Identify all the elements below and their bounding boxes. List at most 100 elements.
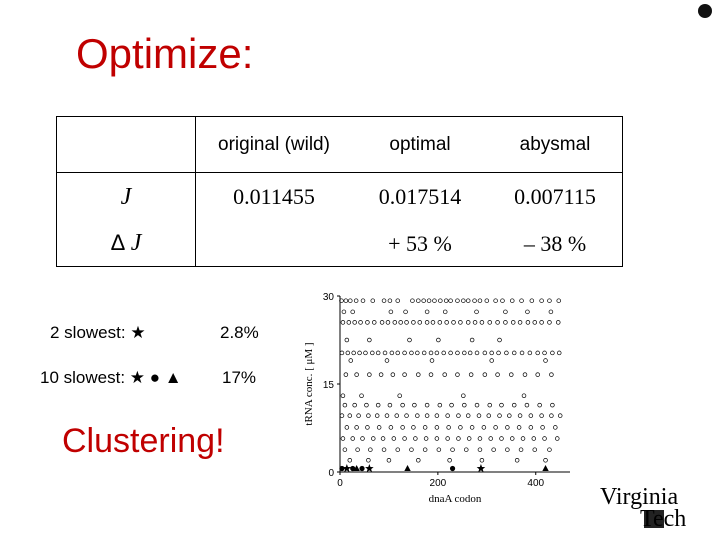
data-point-circle [363, 350, 368, 356]
data-point-circle [388, 425, 394, 430]
data-point-circle [384, 413, 390, 418]
y-axis-label: tRNA conc. [ μM ] [303, 342, 315, 425]
data-point-circle [509, 372, 514, 377]
data-point-circle [340, 436, 346, 441]
data-point-circle [535, 350, 540, 356]
data-point-circle [380, 436, 386, 441]
data-point-circle [370, 350, 375, 356]
row-delta-j-abysmal: – 38 % [488, 221, 623, 267]
data-point-circle [535, 372, 540, 377]
data-point-circle [424, 320, 430, 325]
data-point-circle [525, 320, 531, 325]
data-point-circle [436, 337, 441, 343]
data-point-circle [409, 447, 414, 452]
j-symbol: J [120, 183, 132, 210]
data-point-circle [456, 436, 461, 441]
data-point-circle [437, 402, 443, 408]
data-point-circle [549, 372, 554, 377]
data-point-circle [352, 320, 357, 325]
data-point-circle [350, 436, 355, 441]
data-point-circle [375, 402, 381, 408]
data-point-circle [359, 393, 364, 398]
data-point-circle [550, 350, 555, 356]
data-point-circle [443, 298, 449, 303]
data-point-circle [539, 413, 544, 418]
data-point-circle [354, 372, 359, 377]
data-point-circle [416, 458, 421, 463]
data-point-circle [404, 320, 409, 325]
data-point-circle [497, 413, 502, 418]
data-point-circle [432, 298, 437, 303]
data-point-circle [462, 350, 467, 356]
data-point-circle [462, 402, 467, 408]
data-point-circle [348, 358, 354, 363]
data-point-circle [461, 298, 466, 303]
data-point-circle [464, 447, 469, 452]
data-point-triangle [404, 464, 411, 471]
data-point-circle [491, 447, 496, 452]
data-point-circle [469, 425, 475, 430]
data-point-circle [345, 350, 351, 356]
data-point-circle [522, 372, 528, 377]
data-point-circle [356, 413, 361, 418]
data-point-circle [510, 320, 516, 325]
data-point-circle [416, 372, 421, 377]
data-point-circle [468, 372, 474, 377]
data-point-circle [441, 350, 446, 356]
data-point-circle [448, 298, 453, 303]
data-point-circle [343, 372, 349, 377]
data-point-circle [391, 436, 397, 441]
data-point-circle [451, 320, 456, 325]
data-point-circle [455, 350, 460, 356]
data-point-circle [528, 425, 534, 430]
data-point-circle [458, 320, 463, 325]
table-header-row: original (wild) optimal abysmal [56, 116, 623, 173]
data-point-circle [446, 425, 451, 430]
data-point-circle [556, 298, 561, 303]
data-point-circle [529, 298, 535, 303]
data-point-circle [360, 436, 365, 441]
data-point-circle [510, 298, 515, 303]
data-point-circle [511, 402, 517, 408]
data-point-circle [531, 436, 537, 441]
data-point-circle [342, 402, 348, 408]
marker-icons: ★ ● ▲ [129, 368, 182, 387]
header-abysmal: abysmal [488, 116, 623, 173]
data-point-triangle [542, 464, 549, 471]
data-point-circle [556, 320, 561, 325]
data-point-circle [472, 320, 478, 325]
data-point-circle [514, 458, 520, 463]
header-optimal: optimal [352, 116, 488, 173]
data-point-circle [550, 402, 555, 408]
data-point-circle [547, 320, 552, 325]
data-point-circle [488, 436, 493, 441]
data-point-circle [350, 309, 355, 315]
data-point-circle [503, 320, 508, 325]
data-point-circle [436, 447, 442, 452]
data-point-circle [474, 350, 480, 356]
data-point-circle [445, 436, 450, 441]
data-point-circle [543, 358, 548, 363]
data-point-circle [417, 320, 423, 325]
data-point-circle [557, 413, 563, 418]
slowest-10-text: 10 slowest: [40, 368, 126, 387]
data-point-circle [477, 298, 483, 303]
logo-mark-icon [644, 510, 664, 528]
row-j-abysmal: 0.007115 [488, 172, 623, 221]
data-point-circle [434, 425, 440, 430]
data-point-circle [448, 350, 453, 356]
data-point-circle [516, 425, 522, 430]
data-point-circle [496, 350, 501, 356]
data-point-circle [548, 309, 554, 315]
data-point-circle [381, 447, 387, 452]
clustering-text: Clustering! [62, 422, 225, 460]
data-point-circle [402, 350, 407, 356]
data-point-circle [415, 350, 420, 356]
star-marker-icon: ★ [130, 323, 146, 342]
slowest-2-label: 2 slowest: ★ [50, 323, 146, 343]
data-point-circle [553, 425, 558, 430]
data-point-circle [465, 320, 471, 325]
data-point-circle [500, 298, 505, 303]
results-table: original (wild) optimal abysmal J 0.0114… [56, 116, 623, 267]
data-point-circle [366, 458, 371, 463]
